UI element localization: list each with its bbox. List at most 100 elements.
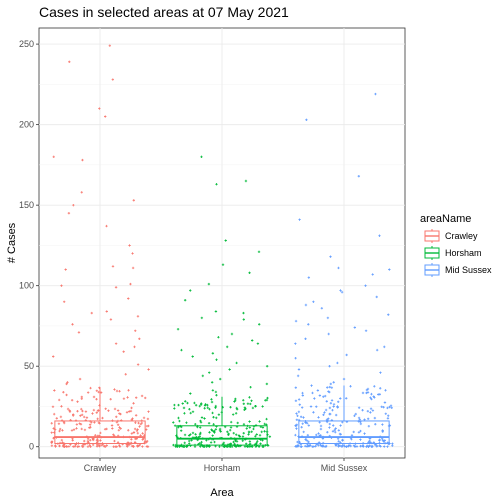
data-point [264, 399, 267, 402]
data-point [372, 395, 375, 398]
data-point [136, 363, 140, 366]
data-point [235, 406, 238, 410]
data-point [126, 445, 129, 448]
data-point [173, 403, 176, 407]
data-point [75, 427, 78, 430]
data-point [118, 445, 122, 448]
data-point [57, 398, 61, 402]
data-point [92, 395, 96, 399]
data-point [349, 444, 352, 448]
data-point [177, 416, 180, 420]
data-point [363, 432, 366, 435]
y-tick-label: 200 [19, 120, 34, 130]
data-point [384, 412, 387, 415]
data-point [225, 345, 229, 349]
data-point [80, 397, 83, 400]
data-point [242, 399, 245, 402]
box-iqr [298, 420, 390, 445]
data-point [254, 435, 257, 438]
data-point [315, 405, 318, 408]
data-point [183, 412, 186, 415]
data-point [127, 389, 130, 392]
data-point [337, 266, 340, 270]
data-point [138, 425, 141, 428]
data-point [50, 422, 53, 425]
data-point [68, 60, 71, 64]
data-point [387, 414, 390, 417]
data-point [72, 413, 75, 416]
data-point [328, 406, 332, 410]
data-point [311, 391, 314, 395]
data-point [176, 327, 180, 331]
data-point [199, 445, 202, 448]
data-point [313, 397, 316, 400]
data-point [199, 421, 203, 424]
data-point [342, 377, 346, 381]
data-point [230, 332, 234, 336]
data-point [378, 438, 381, 441]
data-point [359, 438, 362, 441]
data-point [374, 92, 377, 96]
data-point [297, 398, 301, 401]
data-point [189, 411, 192, 415]
data-point [365, 391, 368, 395]
data-point [324, 445, 328, 448]
data-point [141, 432, 144, 435]
data-point [299, 415, 303, 418]
data-point [58, 444, 61, 448]
data-point [328, 422, 331, 426]
data-point [250, 339, 254, 342]
data-point [209, 441, 213, 444]
data-point [248, 440, 252, 443]
data-point [204, 403, 207, 406]
data-point [339, 289, 342, 292]
data-point [189, 433, 192, 436]
data-point [191, 355, 194, 358]
data-point [354, 412, 358, 416]
data-point [229, 426, 233, 429]
data-point [89, 426, 92, 429]
data-point [132, 199, 135, 202]
data-point [242, 402, 245, 406]
data-point [245, 442, 248, 446]
data-point [76, 445, 79, 448]
data-point [70, 399, 74, 402]
data-point [379, 387, 382, 390]
data-point [370, 392, 373, 396]
data-point [384, 389, 387, 392]
data-point [59, 415, 63, 419]
data-point [266, 396, 269, 400]
data-point [249, 385, 252, 389]
data-point [182, 406, 186, 410]
data-point [307, 424, 311, 427]
data-point [135, 429, 139, 433]
data-point [265, 365, 269, 368]
data-point [369, 411, 372, 414]
data-point [88, 443, 91, 447]
data-point [295, 412, 298, 415]
data-point [213, 440, 216, 444]
data-point [140, 394, 144, 398]
data-point [258, 420, 261, 423]
data-point [82, 415, 86, 419]
data-point [389, 404, 393, 407]
data-point [86, 437, 90, 441]
data-point [317, 444, 320, 447]
data-point [377, 393, 380, 396]
data-point [309, 405, 313, 408]
data-point [265, 382, 269, 386]
data-point [323, 411, 326, 414]
data-point [235, 445, 238, 448]
data-point [328, 426, 331, 429]
data-point [317, 416, 320, 419]
data-point [322, 413, 325, 416]
data-point [191, 410, 195, 413]
data-point [295, 423, 298, 427]
data-point [329, 412, 332, 416]
data-point [245, 427, 248, 430]
data-point [105, 310, 108, 313]
y-tick-label: 150 [19, 200, 34, 210]
data-point [147, 368, 150, 371]
data-point [58, 427, 62, 431]
data-point [136, 315, 140, 318]
